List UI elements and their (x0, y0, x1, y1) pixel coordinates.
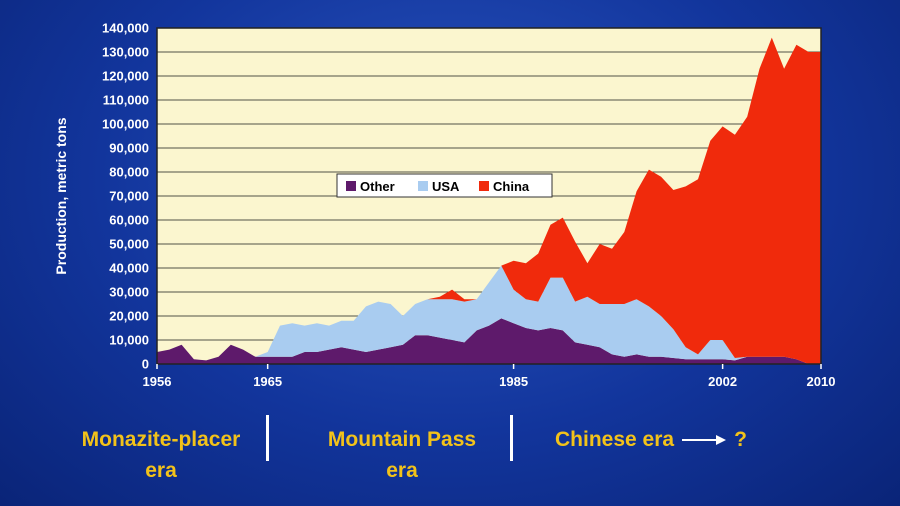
era-mountain-pass-suffix: era (386, 459, 418, 482)
x-tick-label: 2010 (807, 374, 836, 389)
x-tick-label: 1965 (253, 374, 282, 389)
y-tick-label: 50,000 (109, 237, 149, 252)
arrow-right-icon (682, 434, 727, 446)
legend-label-other: Other (360, 179, 395, 194)
legend-swatch-other (346, 181, 356, 191)
y-axis-ticks: 0 10,000 20,000 30,000 40,000 50,000 60,000 70,… (102, 21, 149, 372)
plot-border (156, 27, 822, 365)
y-tick-label: 10,000 (109, 333, 149, 348)
y-tick-label: 130,000 (102, 45, 149, 60)
legend-box (336, 173, 553, 198)
legend-swatch-china (479, 181, 489, 191)
y-tick-label: 60,000 (109, 213, 149, 228)
y-tick-label: 110,000 (103, 93, 149, 108)
area-series-other (157, 318, 821, 364)
y-tick-label: 120,000 (102, 69, 149, 84)
legend-label-china: China (493, 179, 530, 194)
era-chinese-label: Chinese era (555, 428, 675, 451)
era-mountain-pass-title: Mountain Pass (327, 428, 477, 451)
x-tick-label: 1956 (143, 374, 172, 389)
y-tick-label: 40,000 (109, 261, 149, 276)
legend-label-usa: USA (432, 179, 460, 194)
stacked-areas (157, 37, 821, 364)
x-tick-label: 1985 (499, 374, 528, 389)
y-tick-label: 100,000 (102, 117, 149, 132)
era-monazite-title: Monazite-placer (81, 428, 241, 451)
y-tick-label: 70,000 (109, 189, 149, 204)
legend-swatch-usa (418, 181, 428, 191)
y-tick-label: 0 (142, 357, 149, 372)
y-tick-label: 20,000 (109, 309, 149, 324)
era-mountain-pass: Mountain Pass era (312, 424, 492, 486)
era-separator-2 (510, 415, 513, 461)
x-axis-ticks: 1956 1965 1985 2002 2010 (143, 364, 836, 389)
era-monazite-suffix: era (145, 459, 177, 482)
legend: Other USA China (336, 173, 553, 198)
y-axis-label: Production, metric tons (53, 117, 69, 274)
x-tick-label: 2002 (708, 374, 737, 389)
area-series-china (157, 37, 821, 364)
y-tick-label: 90,000 (109, 141, 149, 156)
y-tick-label: 80,000 (109, 165, 149, 180)
era-chinese: Chinese era? (555, 424, 795, 455)
era-chinese-question: ? (734, 428, 747, 451)
era-monazite-placer: Monazite-placer era (72, 424, 250, 486)
y-tick-label: 30,000 (109, 285, 149, 300)
y-tick-label: 140,000 (102, 21, 149, 36)
area-series-usa (157, 265, 821, 364)
era-separator-1 (266, 415, 269, 461)
